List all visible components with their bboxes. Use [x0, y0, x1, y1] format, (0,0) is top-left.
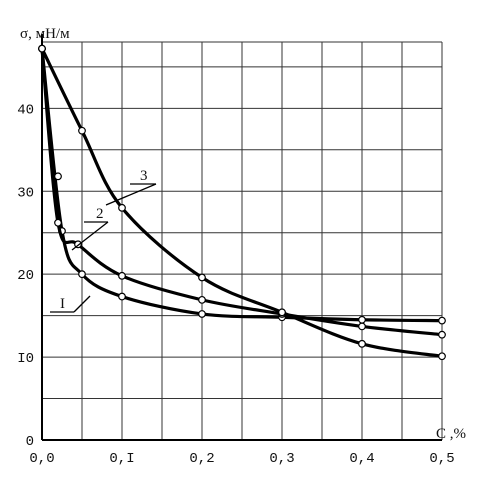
data-point-3: [118, 203, 126, 212]
data-point-2: [358, 322, 366, 331]
y-tick-label: 0: [26, 434, 34, 450]
label-leader-2: [71, 221, 109, 251]
data-point-2: [198, 295, 206, 304]
y-tick-label: I0: [17, 351, 34, 367]
curve-labels: I 2 3: [50, 168, 157, 313]
series-layer: [38, 44, 446, 361]
data-point-I: [78, 270, 86, 279]
y-axis-label: σ, мН/м: [20, 26, 70, 42]
y-tick-label: 20: [17, 268, 34, 284]
label-leader-I: [73, 295, 91, 313]
data-point-3: [78, 126, 86, 135]
data-point-3: [358, 339, 366, 348]
curve-label-2: 2: [96, 206, 104, 222]
x-tick-label: 0,2: [189, 451, 214, 467]
x-tick-label: 0,3: [269, 451, 294, 467]
data-point-2: [118, 271, 126, 280]
data-point-I: [358, 315, 366, 324]
y-tick-label: 30: [17, 185, 34, 201]
x-axis-label: C ,%: [436, 426, 466, 442]
tick-labels: 0,0 0,I 0,2 0,3 0,4 0,5 0 I0 20 30 40: [17, 102, 454, 467]
data-point-I: [118, 292, 126, 301]
x-tick-label: 0,5: [429, 451, 454, 467]
data-point-3: [198, 273, 206, 282]
label-leader-3: [105, 183, 157, 206]
x-tick-label: 0,0: [29, 451, 54, 467]
data-point-3: [278, 308, 286, 317]
data-point-3: [54, 172, 62, 181]
axes: [41, 34, 442, 441]
curve-label-I: I: [60, 296, 65, 312]
data-point-2: [54, 218, 62, 227]
curve-label-3: 3: [140, 168, 148, 184]
x-tick-label: 0,4: [349, 451, 374, 467]
grid: [41, 41, 443, 441]
data-point-3: [38, 44, 46, 53]
data-point-I: [198, 310, 206, 318]
data-point-I: [438, 316, 446, 325]
y-tick-label: 40: [17, 102, 34, 118]
series-line-2: [40, 47, 444, 337]
data-point-2: [438, 330, 446, 339]
x-tick-label: 0,I: [109, 451, 134, 467]
data-point-3: [438, 352, 446, 361]
series-line-I: [40, 47, 444, 323]
